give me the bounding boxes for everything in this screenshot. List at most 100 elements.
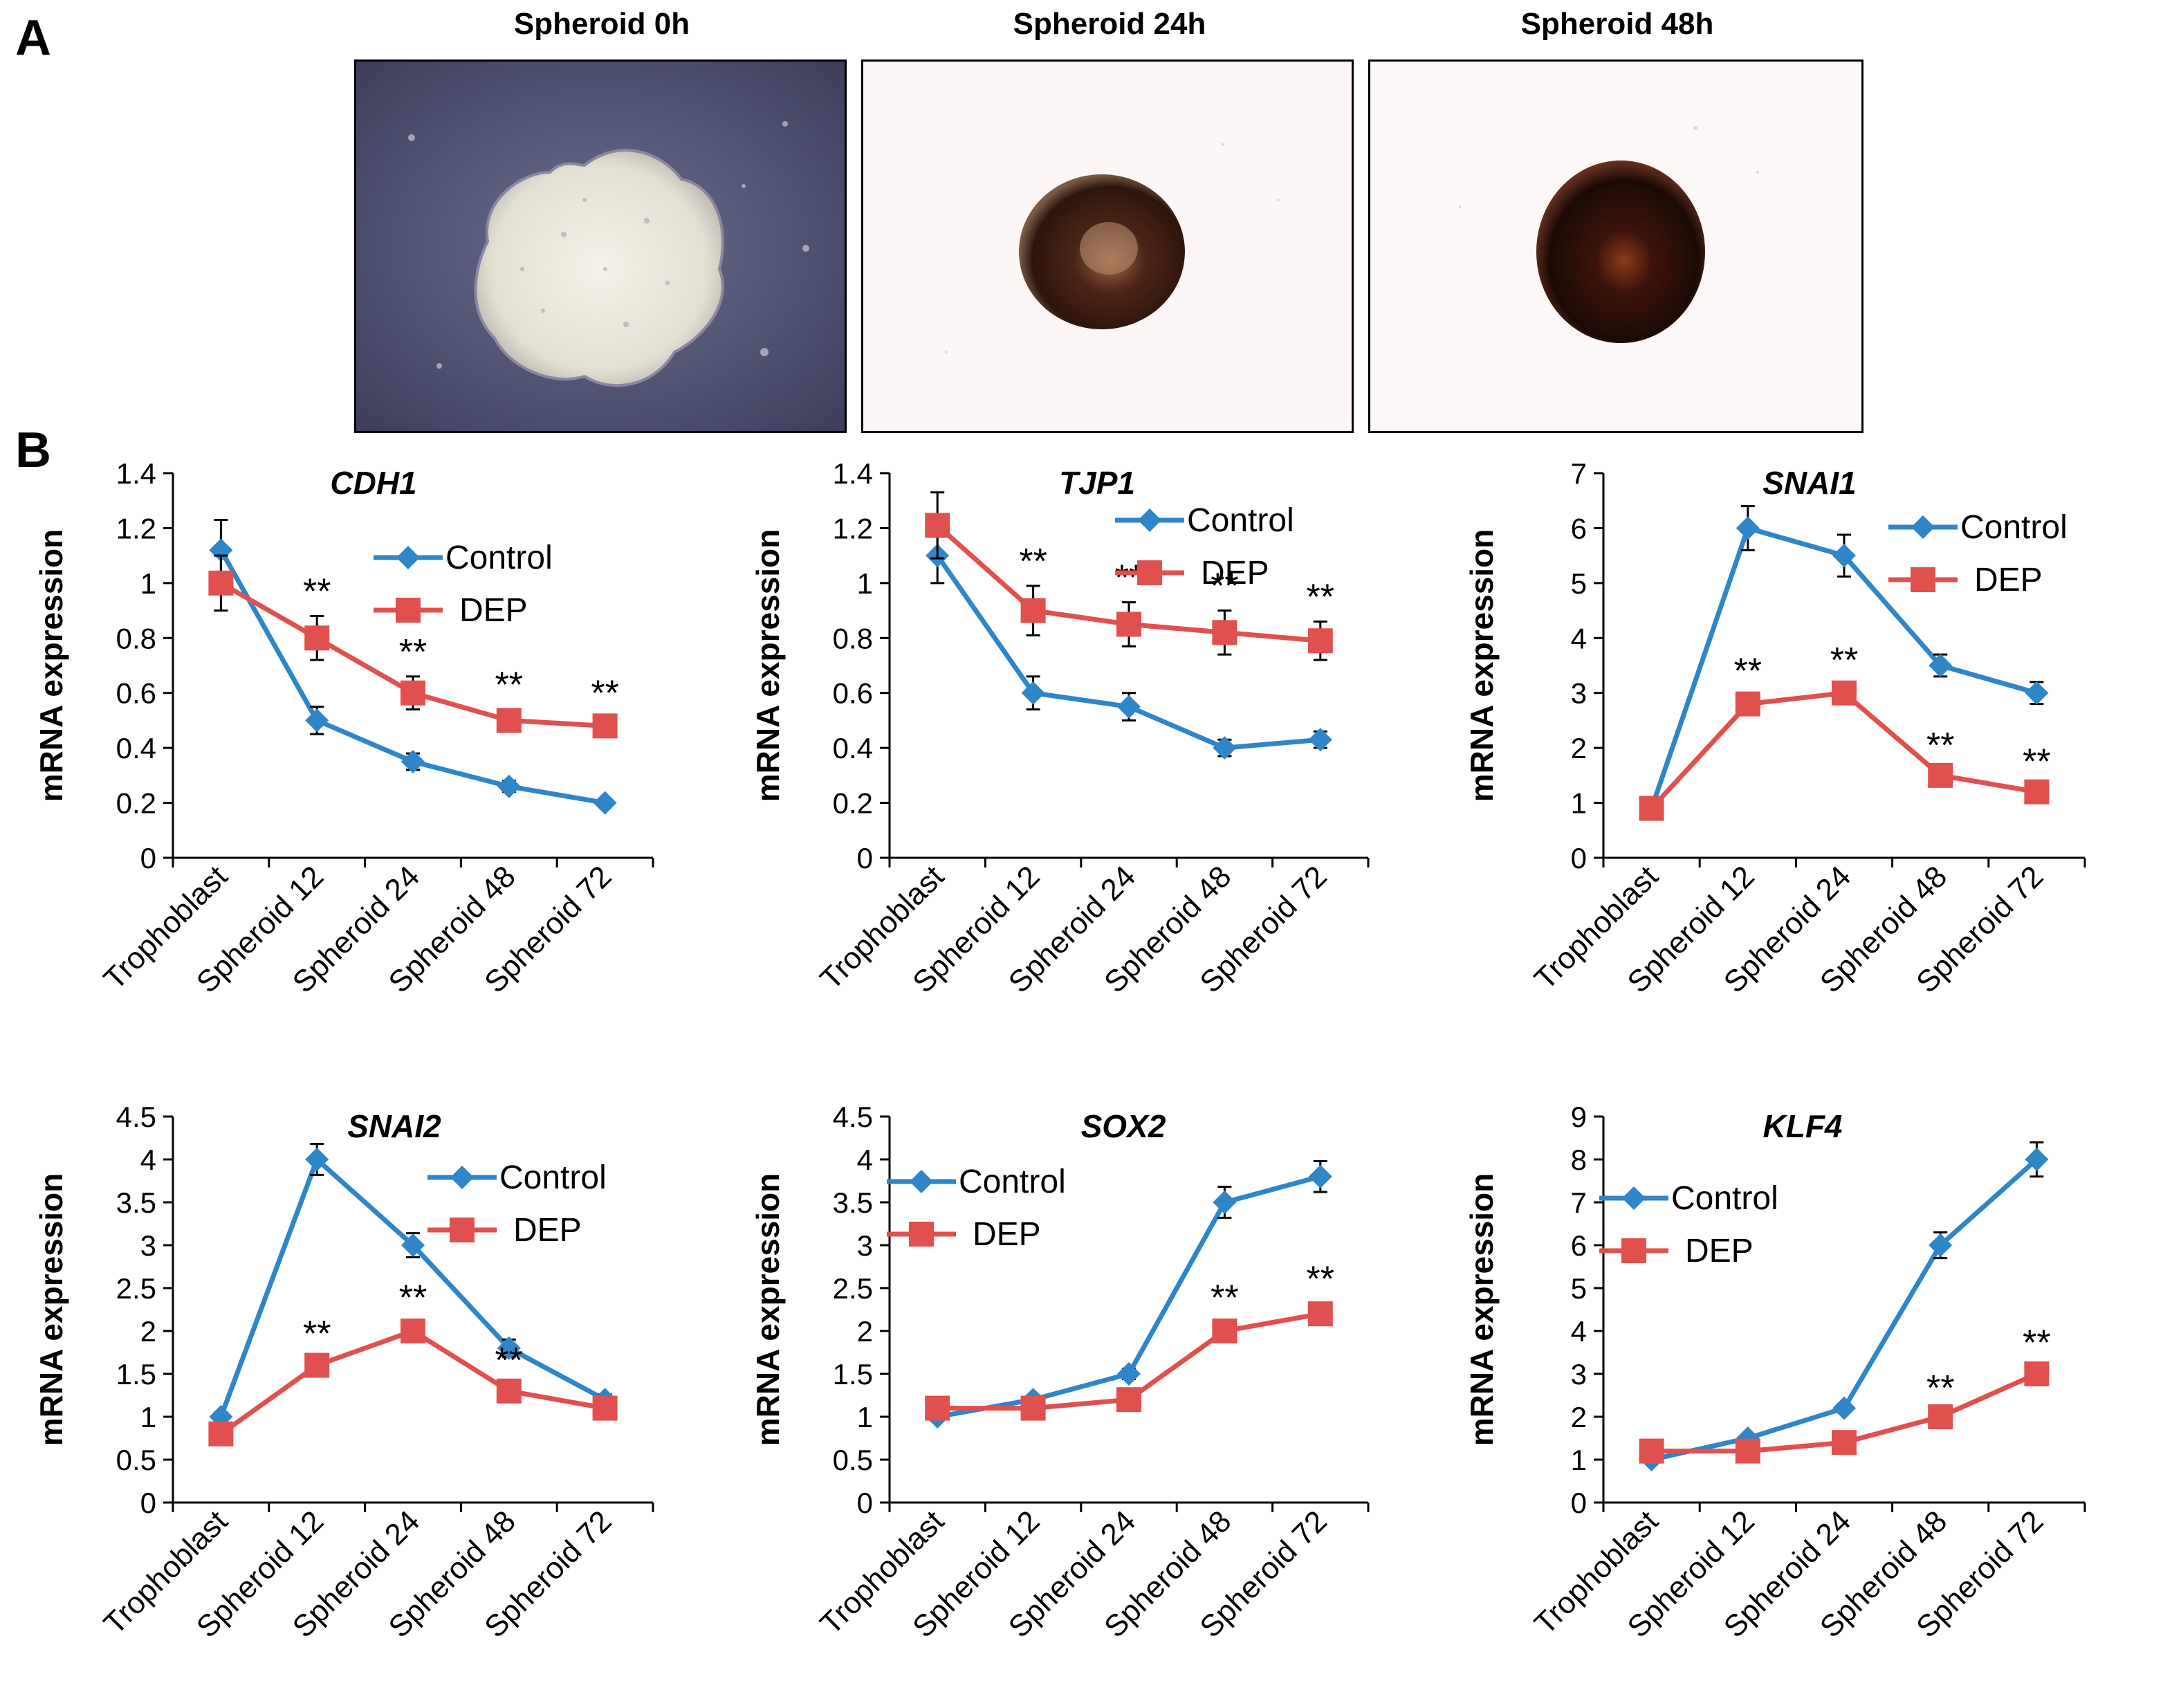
y-tick-label: 7 [1571,457,1587,490]
y-tick-label: 3 [1571,1358,1587,1390]
legend-label: Control [959,1164,1066,1200]
data-point-dep [401,1319,425,1343]
chart-snai2: 00.511.522.533.544.5TrophoblastSpheroid … [33,1101,654,1644]
spheroid-48h-image [1368,59,1863,433]
y-tick-label: 2.5 [833,1272,873,1305]
significance-marker: ** [1926,726,1954,766]
y-tick-label: 0.4 [833,732,873,764]
significance-marker: ** [1211,567,1238,607]
y-tick-label: 3.5 [833,1186,873,1219]
chart-cdh1: 00.20.40.60.811.21.4TrophoblastSpheroid … [33,457,654,1000]
data-point-dep [1307,628,1333,654]
legend-marker [1911,567,1935,592]
data-point-control [1929,654,1953,677]
data-point-dep [1020,1395,1046,1421]
legend-label: Control [499,1159,607,1196]
data-point-dep [208,570,234,596]
y-tick-label: 0 [857,1487,873,1519]
y-tick-label: 1 [1571,1444,1587,1476]
legend-marker [1621,1238,1646,1263]
data-point-control [497,1336,521,1360]
data-point-dep [1116,612,1141,637]
data-point-control [1308,728,1332,752]
y-tick-label: 4 [1571,622,1587,654]
legend-label: DEP [1201,555,1269,591]
data-point-control [401,750,425,773]
legend-label: Control [1187,502,1294,539]
y-tick-label: 9 [1571,1101,1587,1133]
data-point-control [1021,681,1045,705]
series-line-dep [1650,690,2037,810]
y-tick-label: 3.5 [116,1186,156,1219]
y-tick-label: 0.5 [833,1444,873,1476]
significance-marker: ** [1019,542,1047,582]
legend-label: Control [445,540,553,576]
data-point-dep [304,625,330,651]
y-tick-label: 1.5 [833,1358,873,1390]
legend-marker [396,598,421,623]
data-point-control [1213,1191,1237,1214]
data-point-dep [401,680,425,706]
image-title-0h: Spheroid 0h [513,7,690,41]
data-point-control [1736,516,1760,540]
y-tick-label: 1.4 [116,457,156,490]
y-tick-label: 0.4 [116,732,156,764]
y-tick-label: 2 [1571,1401,1587,1433]
data-point-dep [1212,620,1237,645]
legend-marker [1911,515,1935,539]
y-tick-label: 2 [857,1315,873,1348]
y-tick-label: 1.2 [833,512,873,544]
y-tick-label: 1 [857,567,873,600]
significance-marker: ** [2023,1323,2050,1363]
legend-label: Control [1671,1180,1778,1217]
data-point-dep [592,713,618,739]
y-tick-label: 0 [1571,842,1587,874]
y-tick-label: 1.5 [116,1358,156,1390]
data-point-dep [925,1395,950,1421]
y-tick-label: 0.5 [116,1444,156,1476]
chart-title: SOX2 [1081,1108,1166,1144]
data-point-dep [1832,680,1857,706]
chart-title: SNAI2 [347,1108,441,1144]
significance-marker: ** [1211,1278,1238,1319]
y-tick-label: 0 [140,842,156,874]
legend-label: DEP [459,592,528,629]
image-title-24h: Spheroid 24h [1013,7,1206,41]
y-tick-label: 5 [1571,1272,1587,1305]
legend-marker [450,1218,475,1242]
data-point-dep [1639,796,1664,821]
data-point-control [1308,1164,1332,1188]
legend-marker [909,1222,934,1247]
y-tick-label: 2 [140,1315,156,1348]
significance-marker: ** [399,1278,427,1319]
legend-marker [396,546,420,569]
legend-marker [910,1170,933,1193]
y-tick-label: 7 [1571,1186,1587,1219]
chart-title: SNAI1 [1763,465,1856,501]
data-point-control [1213,736,1237,760]
data-point-dep [592,1395,618,1421]
data-point-control [1117,1362,1141,1386]
data-point-control [1832,544,1856,568]
data-point-control [593,791,617,815]
legend-label: DEP [513,1212,582,1249]
significance-marker: ** [591,673,618,713]
y-tick-label: 1 [140,1401,156,1433]
legend-marker [1137,560,1162,585]
y-tick-label: 8 [1571,1144,1587,1176]
y-tick-label: 1.2 [116,512,156,544]
y-tick-label: 0 [1571,1487,1587,1519]
legend-label: DEP [1685,1233,1754,1269]
significance-marker: ** [303,572,331,612]
data-point-dep [496,1378,522,1404]
data-point-control [1832,1396,1856,1420]
data-point-control [401,1233,425,1257]
y-tick-label: 0 [857,842,873,874]
y-tick-label: 0.2 [116,787,156,820]
y-tick-label: 6 [1571,1229,1587,1262]
significance-marker: ** [2023,742,2050,782]
significance-marker: ** [495,665,523,706]
data-point-dep [1832,1430,1857,1456]
